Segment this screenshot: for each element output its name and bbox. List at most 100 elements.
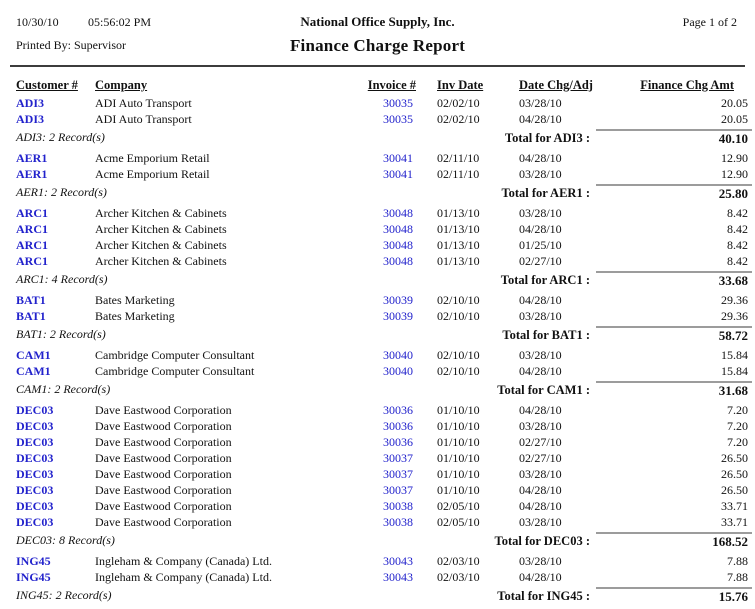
finance-charge-amount-cell: 26.50 xyxy=(721,451,748,465)
company-name-cell: Acme Emporium Retail xyxy=(95,167,210,181)
detail-row: AER1 Acme Emporium Retail 30041 02/11/10 04/… xyxy=(0,151,755,167)
finance-charge-amount-cell: 7.88 xyxy=(727,570,748,584)
finance-charge-amount-cell: 29.36 xyxy=(721,293,748,307)
customer-id-link[interactable]: DEC03 xyxy=(16,419,54,433)
invoice-date-cell: 01/13/10 xyxy=(437,254,480,268)
invoice-number-link[interactable]: 30041 xyxy=(383,151,413,165)
finance-charge-amount-cell: 8.42 xyxy=(727,222,748,236)
customer-id-link[interactable]: CAM1 xyxy=(16,348,51,362)
invoice-number-link[interactable]: 30048 xyxy=(383,254,413,268)
date-charged-cell: 03/28/10 xyxy=(519,167,562,181)
total-rule-line xyxy=(596,326,752,328)
customer-id-link[interactable]: AER1 xyxy=(16,167,48,181)
total-rule-line xyxy=(596,129,752,131)
customer-id-link[interactable]: CAM1 xyxy=(16,364,51,378)
record-count-label: AER1: 2 Record(s) xyxy=(16,185,107,199)
company-name-cell: Acme Emporium Retail xyxy=(95,151,210,165)
invoice-number-link[interactable]: 30041 xyxy=(383,167,413,181)
invoice-number-link[interactable]: 30036 xyxy=(383,435,413,449)
group-footer-row: ARC1: 4 Record(s) Total for ARC1 : 33.68 xyxy=(0,270,755,288)
finance-charge-amount-cell: 7.88 xyxy=(727,554,748,568)
customer-id-link[interactable]: BAT1 xyxy=(16,309,46,323)
company-name-cell: Dave Eastwood Corporation xyxy=(95,451,232,465)
invoice-date-cell: 02/05/10 xyxy=(437,515,480,529)
invoice-number-link[interactable]: 30040 xyxy=(383,364,413,378)
detail-row: ING45 Ingleham & Company (Canada) Ltd. 300… xyxy=(0,570,755,586)
date-charged-cell: 02/27/10 xyxy=(519,254,562,268)
group-footer-row: ADI3: 2 Record(s) Total for ADI3 : 40.10 xyxy=(0,128,755,146)
finance-charge-amount-cell: 26.50 xyxy=(721,467,748,481)
customer-id-link[interactable]: ARC1 xyxy=(16,222,48,236)
invoice-number-link[interactable]: 30038 xyxy=(383,515,413,529)
invoice-date-cell: 02/03/10 xyxy=(437,554,480,568)
invoice-number-link[interactable]: 30038 xyxy=(383,499,413,513)
invoice-number-link[interactable]: 30036 xyxy=(383,403,413,417)
customer-id-link[interactable]: DEC03 xyxy=(16,467,54,481)
invoice-number-link[interactable]: 30035 xyxy=(383,96,413,110)
group-total-amount: 58.72 xyxy=(718,328,748,343)
date-charged-cell: 04/28/10 xyxy=(519,364,562,378)
customer-id-link[interactable]: AER1 xyxy=(16,151,48,165)
detail-row: CAM1 Cambridge Computer Consultant 30040 02… xyxy=(0,348,755,364)
invoice-number-link[interactable]: 30048 xyxy=(383,238,413,252)
detail-row: BAT1 Bates Marketing 30039 02/10/10 03/28/10… xyxy=(0,309,755,325)
customer-id-link[interactable]: ADI3 xyxy=(16,112,45,126)
customer-id-link[interactable]: ARC1 xyxy=(16,238,48,252)
invoice-number-link[interactable]: 30035 xyxy=(383,112,413,126)
customer-id-link[interactable]: ADI3 xyxy=(16,96,45,110)
invoice-date-cell: 01/10/10 xyxy=(437,451,480,465)
invoice-date-cell: 02/05/10 xyxy=(437,499,480,513)
invoice-number-link[interactable]: 30048 xyxy=(383,222,413,236)
company-name-cell: Dave Eastwood Corporation xyxy=(95,435,232,449)
detail-row: DEC03 Dave Eastwood Corporation 30037 01/10… xyxy=(0,467,755,483)
detail-row: DEC03 Dave Eastwood Corporation 30036 01/10… xyxy=(0,403,755,419)
record-count-label: ADI3: 2 Record(s) xyxy=(16,130,105,144)
invoice-number-link[interactable]: 30043 xyxy=(383,570,413,584)
invoice-number-link[interactable]: 30037 xyxy=(383,483,413,497)
detail-row: DEC03 Dave Eastwood Corporation 30036 01/10… xyxy=(0,419,755,435)
company-name-cell: Archer Kitchen & Cabinets xyxy=(95,222,227,236)
date-charged-cell: 04/28/10 xyxy=(519,293,562,307)
group-total-amount: 33.68 xyxy=(718,273,748,288)
detail-row: ADI3 ADI Auto Transport 30035 02/02/10 04/28… xyxy=(0,112,755,128)
record-count-label: DEC03: 8 Record(s) xyxy=(16,533,115,547)
invoice-date-cell: 01/10/10 xyxy=(437,435,480,449)
date-charged-cell: 02/27/10 xyxy=(519,451,562,465)
invoice-number-link[interactable]: 30048 xyxy=(383,206,413,220)
company-name-cell: Dave Eastwood Corporation xyxy=(95,483,232,497)
customer-id-link[interactable]: ARC1 xyxy=(16,206,48,220)
report-body: ADI3 ADI Auto Transport 30035 02/02/10 03/28… xyxy=(0,96,755,609)
invoice-date-cell: 02/02/10 xyxy=(437,96,480,110)
invoice-number-link[interactable]: 30040 xyxy=(383,348,413,362)
customer-id-link[interactable]: ING45 xyxy=(16,554,51,568)
finance-charge-amount-cell: 15.84 xyxy=(721,348,748,362)
finance-charge-amount-cell: 26.50 xyxy=(721,483,748,497)
invoice-number-link[interactable]: 30037 xyxy=(383,451,413,465)
header-divider xyxy=(10,65,745,67)
invoice-date-cell: 01/10/10 xyxy=(437,419,480,433)
customer-id-link[interactable]: ARC1 xyxy=(16,254,48,268)
invoice-date-cell: 02/10/10 xyxy=(437,309,480,323)
invoice-date-cell: 01/10/10 xyxy=(437,403,480,417)
date-charged-cell: 04/28/10 xyxy=(519,499,562,513)
customer-id-link[interactable]: DEC03 xyxy=(16,435,54,449)
invoice-number-link[interactable]: 30039 xyxy=(383,293,413,307)
invoice-date-cell: 01/10/10 xyxy=(437,483,480,497)
invoice-number-link[interactable]: 30043 xyxy=(383,554,413,568)
customer-id-link[interactable]: BAT1 xyxy=(16,293,46,307)
finance-charge-amount-cell: 7.20 xyxy=(727,403,748,417)
customer-id-link[interactable]: DEC03 xyxy=(16,515,54,529)
customer-id-link[interactable]: DEC03 xyxy=(16,403,54,417)
finance-charge-amount-cell: 20.05 xyxy=(721,96,748,110)
customer-id-link[interactable]: DEC03 xyxy=(16,451,54,465)
invoice-number-link[interactable]: 30039 xyxy=(383,309,413,323)
invoice-number-link[interactable]: 30037 xyxy=(383,467,413,481)
customer-id-link[interactable]: ING45 xyxy=(16,570,51,584)
detail-row: BAT1 Bates Marketing 30039 02/10/10 04/28/10… xyxy=(0,293,755,309)
customer-id-link[interactable]: DEC03 xyxy=(16,499,54,513)
invoice-date-cell: 01/13/10 xyxy=(437,238,480,252)
invoice-number-link[interactable]: 30036 xyxy=(383,419,413,433)
customer-id-link[interactable]: DEC03 xyxy=(16,483,54,497)
column-header-date-chg-adj: Date Chg/Adj xyxy=(519,78,593,92)
column-header-invoice: Invoice # xyxy=(367,78,416,92)
